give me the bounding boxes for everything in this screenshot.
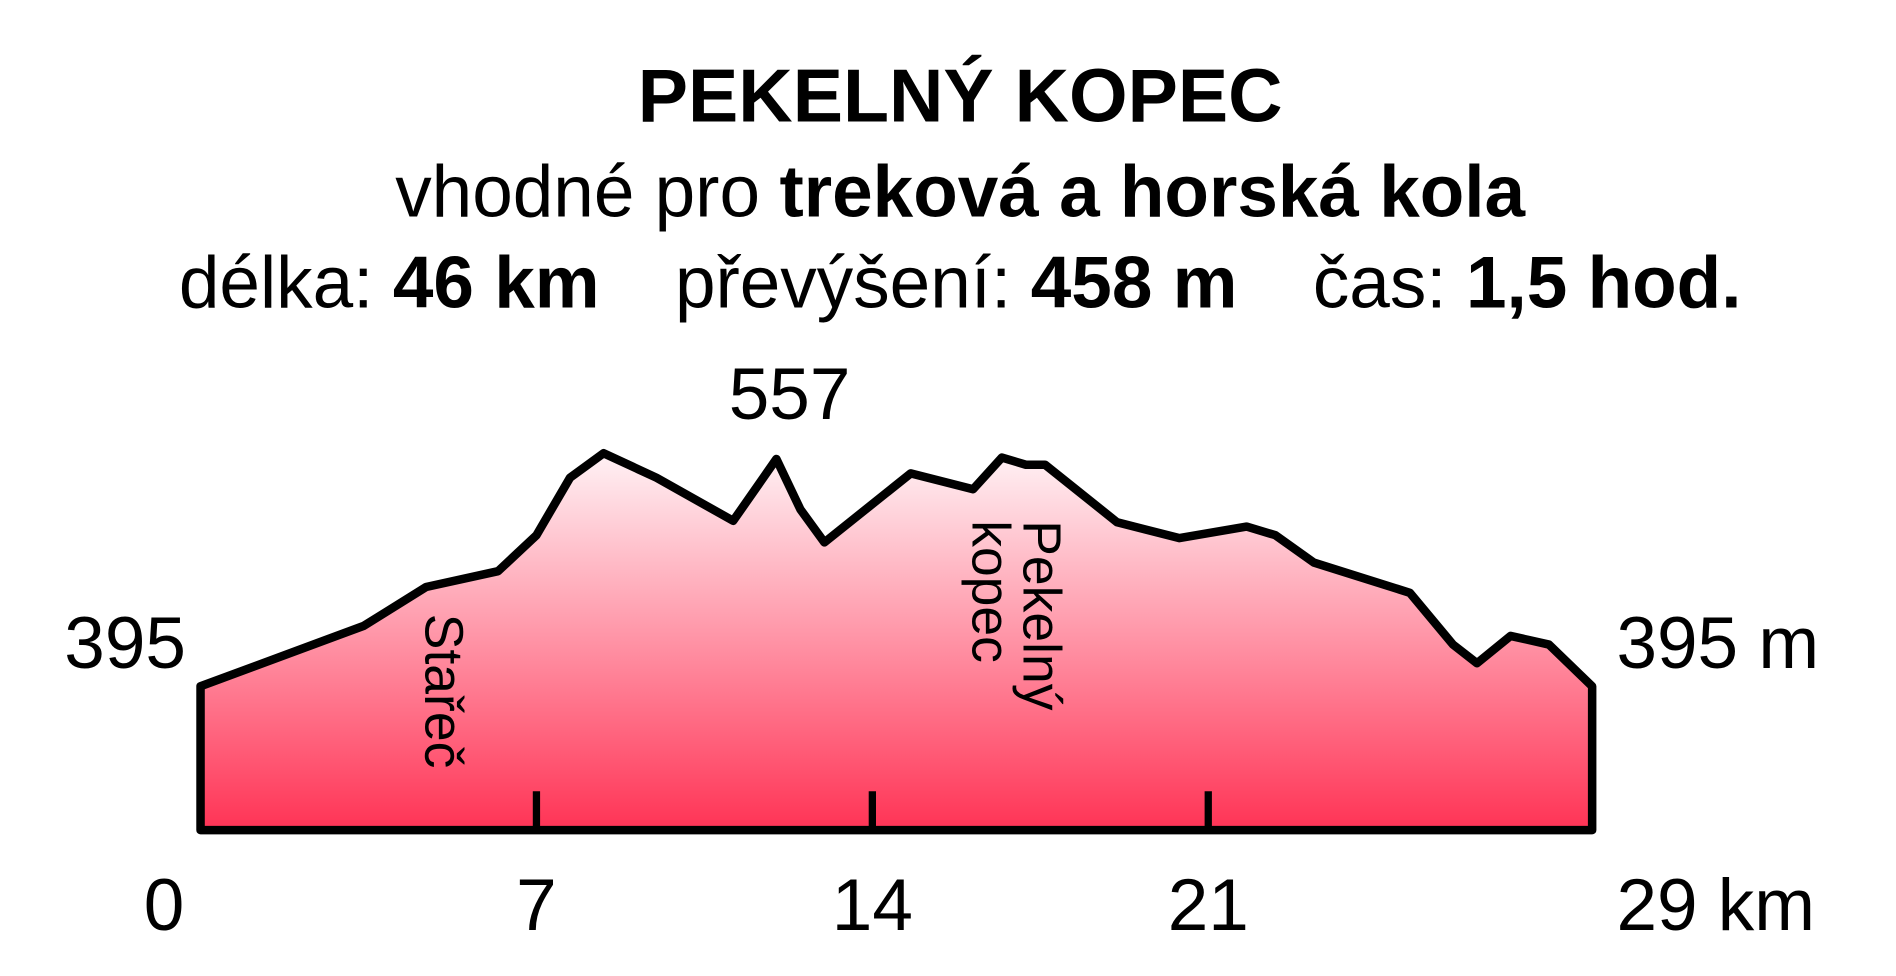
x-tick-label: 0 <box>144 865 185 946</box>
place-label: Stařeč <box>413 614 472 769</box>
stat-label: délka: <box>179 243 374 324</box>
elevation-label: 557 <box>729 354 851 435</box>
stat-value: 46 km <box>393 243 600 324</box>
place-label-line: kopec <box>960 520 1019 663</box>
subtitle: vhodné pro treková a horská kola <box>395 151 1526 232</box>
x-tick-label: 14 <box>832 865 913 946</box>
chart-title: PEKELNÝ KOPEC <box>638 54 1283 138</box>
stat-label: čas: <box>1313 243 1447 324</box>
stat-value: 1,5 hod. <box>1466 243 1741 324</box>
stat-label: převýšení: <box>675 243 1011 324</box>
x-tick-label: 29 km <box>1616 865 1815 946</box>
elevation-area <box>196 448 1597 835</box>
elevation-label: 395 <box>64 603 186 684</box>
stats: délka: 46 km převýšení: 458 m čas: 1,5 hod. <box>179 243 1742 324</box>
subtitle-bold: treková a horská kola <box>779 151 1526 232</box>
x-tick-label: 21 <box>1168 865 1249 946</box>
stat-value: 458 m <box>1031 243 1238 324</box>
x-tick-label: 7 <box>516 865 557 946</box>
elevation-label: 395 m <box>1616 603 1819 684</box>
place-label-line: Stařeč <box>413 614 472 769</box>
place-label-line: Pekelný <box>1011 520 1070 710</box>
place-label: Pekelnýkopec <box>960 520 1070 710</box>
subtitle-prefix: vhodné pro <box>395 151 760 232</box>
